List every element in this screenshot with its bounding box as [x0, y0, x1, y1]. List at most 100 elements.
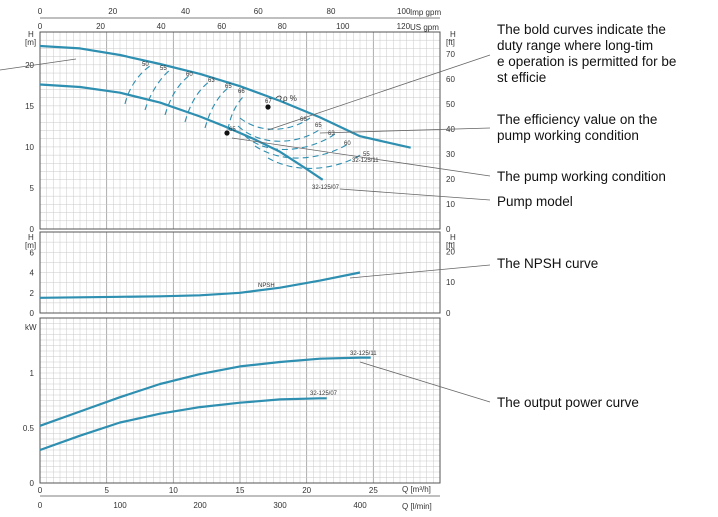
efficiency-arc-66 [227, 95, 245, 131]
q-lmin-tick: 400 [353, 501, 367, 510]
q-m3h-tick: 5 [104, 486, 109, 495]
npsh-m-tick: 2 [30, 289, 35, 298]
working-point-65 [224, 130, 230, 136]
us-gpm-tick: 100 [336, 22, 350, 31]
eff-label-63: 63 [208, 78, 215, 84]
q-m3h-unit: Q [m³/h] [402, 485, 431, 494]
npsh-m-tick: 4 [30, 269, 35, 278]
annotation-pump-model: Pump model [497, 194, 573, 209]
model-b-label: 32-125/07 [312, 185, 340, 191]
eff-label-66r: 66 [300, 117, 307, 123]
efficiency-arc-65r [237, 125, 323, 142]
leader-pump-model [339, 188, 491, 201]
head-ft-tick: 10 [446, 200, 455, 209]
eff-label-60: 60 [186, 72, 193, 78]
efficiency-marker-hook [275, 95, 282, 101]
leader-power [359, 361, 491, 403]
head-m-unit-m: [m] [25, 38, 36, 47]
power-kw-tick: 0.5 [23, 424, 35, 433]
power-kw-unit: kW [25, 323, 37, 332]
curve-32-125-11 [39, 44, 411, 149]
eff-label-65: 65 [225, 84, 232, 90]
curve-32-125-11 [39, 356, 371, 427]
efficiency-arc-55r [267, 153, 363, 169]
power-kw-tick: 0 [30, 479, 35, 488]
head-m-tick: 5 [30, 184, 35, 193]
leader-npsh [349, 264, 491, 279]
efficiency-arc-63r [244, 133, 336, 151]
head-ft-tick: 50 [446, 100, 455, 109]
npsh-ft-unit-ft: [ft] [446, 241, 455, 250]
leader-lines [0, 54, 491, 403]
head-ft-tick: 0 [446, 225, 451, 234]
eff-label-67: 67 [265, 99, 272, 105]
us-gpm-tick: 80 [278, 22, 287, 31]
power-kw-tick: 1 [30, 369, 35, 378]
imp-gpm-tick: 20 [108, 7, 117, 16]
leader-working-condition [231, 137, 491, 177]
q-m3h-tick: 0 [38, 486, 43, 495]
imp-gpm-tick: 60 [254, 7, 263, 16]
grid-layer [39, 17, 441, 497]
us-gpm-unit: US gpm [410, 23, 439, 32]
npsh-ft-unit: H [450, 233, 456, 242]
eff-label-65r: 65 [315, 123, 322, 129]
q-lmin-unit: Q [l/min] [402, 502, 432, 511]
npsh-m-unit: H [28, 233, 34, 242]
npsh-m-tick: 0 [30, 309, 35, 318]
head-ft-unit: H [450, 30, 456, 39]
efficiency-arc-63 [184, 80, 211, 123]
eff-label-50: 50 [142, 62, 149, 68]
annotation-efficiency-value: The efficiency value on the pump working… [497, 112, 661, 143]
head-m-tick: 0 [30, 225, 35, 234]
curve-32-125-07 [39, 83, 324, 181]
q-m3h-tick: 15 [236, 486, 245, 495]
us-gpm-tick: 60 [217, 22, 226, 31]
imp-gpm-tick: 0 [38, 7, 43, 16]
q-lmin-tick: 100 [113, 501, 127, 510]
npsh-m-tick: 6 [30, 248, 35, 257]
head-ft-tick: 70 [446, 50, 455, 59]
efficiency-arc-60 [164, 74, 191, 116]
panel-frame [39, 317, 441, 484]
annotation-npsh-curve: The NPSH curve [497, 256, 598, 271]
power-b-label: 32-125/07 [310, 391, 338, 397]
q-m3h-tick: 10 [169, 486, 178, 495]
curve-npsh [39, 271, 361, 299]
eff-label-66: 66 [238, 89, 245, 95]
power-a-label: 32-125/11 [350, 351, 377, 357]
curve-32-125-07 [39, 397, 327, 452]
eff-label-60r: 60 [344, 141, 351, 147]
eff-label-on-curve: 65 [229, 127, 236, 133]
npsh-ft-tick: 20 [446, 247, 455, 256]
working-point-67 [265, 104, 271, 110]
model-a-label: 32-125/11 [352, 158, 379, 164]
q-lmin-tick: 0 [38, 501, 43, 510]
efficiency-arc-60r [254, 143, 349, 159]
efficiency-marker-label: ρ % [283, 94, 297, 103]
head-m-tick: 15 [25, 102, 34, 111]
us-gpm-tick: 20 [96, 22, 105, 31]
us-gpm-tick: 0 [38, 22, 43, 31]
npsh-ft-tick: 10 [446, 278, 455, 287]
imp-gpm-tick: 80 [327, 7, 336, 16]
q-lmin-tick: 200 [193, 501, 207, 510]
annotation-power-curve: The output power curve [497, 395, 639, 410]
eff-label-63r: 63 [328, 131, 335, 137]
efficiency-labels: 50 55 60 63 65 66 67 66 65 63 60 55 65 ρ… [142, 62, 370, 158]
annotation-bold-curves: The bold curves indicate the duty range … [497, 22, 680, 85]
head-ft-tick: 20 [446, 175, 455, 184]
imp-gpm-unit: Imp gpm [410, 8, 441, 17]
efficiency-arc-65 [204, 87, 229, 129]
us-gpm-tick: 40 [157, 22, 166, 31]
head-m-unit: H [28, 30, 34, 39]
q-lmin-tick: 300 [273, 501, 287, 510]
curve-layer [39, 44, 411, 452]
imp-gpm-tick: 100 [397, 7, 411, 16]
npsh-ft-tick: 0 [446, 309, 451, 318]
head-ft-unit-ft: [ft] [446, 38, 455, 47]
npsh-label: NPSH [258, 283, 275, 289]
